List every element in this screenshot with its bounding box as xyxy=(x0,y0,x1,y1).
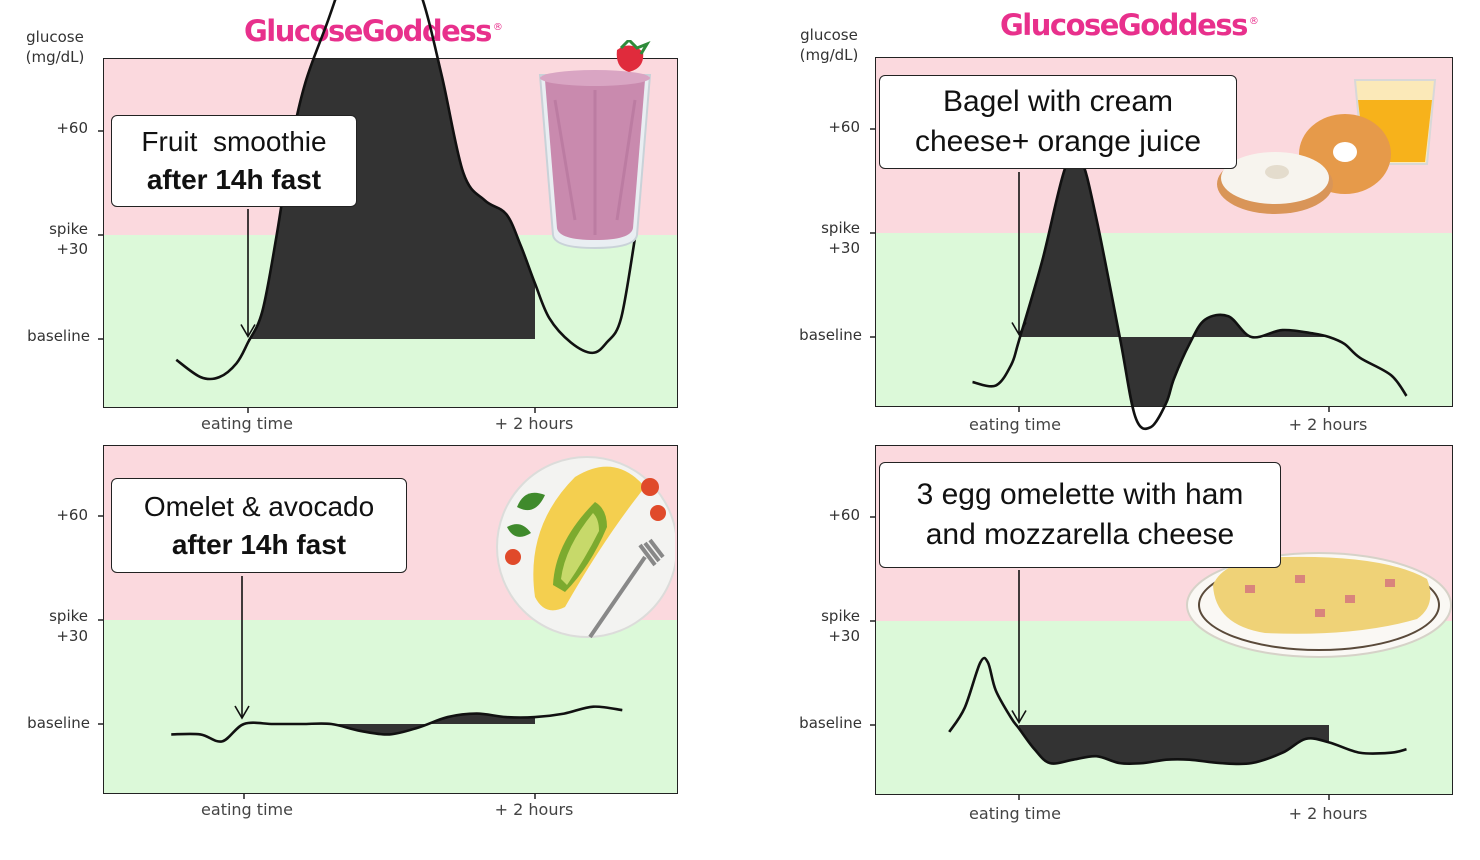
eating-time-arrowhead xyxy=(234,705,250,720)
y-axis-title-line1: glucose xyxy=(800,26,858,44)
brand-text: GlucoseGoddess xyxy=(244,14,492,48)
y-axis-title-line2: (mg/dL) xyxy=(799,46,859,64)
y-tick-spike-label: spike xyxy=(49,220,88,238)
smoothie-glass-icon xyxy=(538,40,652,250)
glucose-line xyxy=(948,656,1407,766)
y-tick-spike-label: spike xyxy=(821,219,860,237)
brand-mark: ® xyxy=(492,22,503,34)
brand-logo-right: GlucoseGoddess ® xyxy=(1000,8,1259,42)
y-tick-60: +60 xyxy=(828,118,860,136)
x-tick-two-hours: + 2 hours xyxy=(1288,415,1368,434)
y-tick-30-label: +30 xyxy=(828,239,860,257)
x-tick-eating-time: eating time xyxy=(201,414,293,433)
y-axis-title: glucose (mg/dL) xyxy=(18,27,92,67)
x-tick-eating-time: eating time xyxy=(969,415,1061,434)
eating-time-arrowhead xyxy=(1011,710,1027,725)
callout-omelet-line2: after 14h fast xyxy=(171,528,347,560)
y-tick-60: +60 xyxy=(56,506,88,524)
y-tick-spike: spike +30 xyxy=(30,219,88,259)
ham-omelette-plate-icon xyxy=(1186,552,1452,658)
callout-ham-line2: and mozzarella cheese xyxy=(925,518,1235,551)
callout-smoothie: Fruit smoothie after 14h fast xyxy=(111,115,357,207)
eating-time-arrowhead xyxy=(240,324,256,339)
y-tick-30-label: +30 xyxy=(56,240,88,258)
y-tick-30-label: +30 xyxy=(828,627,860,645)
glucose-chart-ham-omelette xyxy=(870,445,1453,800)
brand-logo-left: GlucoseGoddess ® xyxy=(244,14,503,48)
y-tick-spike-label: spike xyxy=(49,607,88,625)
y-tick-spike: spike +30 xyxy=(30,606,88,646)
y-tick-baseline: baseline xyxy=(27,714,90,732)
y-tick-baseline: baseline xyxy=(27,327,90,345)
x-tick-two-hours: + 2 hours xyxy=(1288,804,1368,823)
callout-bagel: Bagel with cream cheese+ orange juice xyxy=(879,75,1237,169)
callout-ham-omelette: 3 egg omelette with ham and mozzarella c… xyxy=(879,462,1281,568)
glucose-area xyxy=(1019,725,1329,765)
glucose-line xyxy=(175,0,637,381)
y-axis-title-line1: glucose xyxy=(26,28,84,46)
x-tick-two-hours: + 2 hours xyxy=(494,800,574,819)
omelet-avocado-plate-icon xyxy=(496,456,675,639)
y-axis-title: glucose (mg/dL) xyxy=(792,25,866,65)
glucose-line xyxy=(171,705,623,743)
callout-ham-line1: 3 egg omelette with ham xyxy=(916,478,1244,511)
y-tick-60: +60 xyxy=(828,506,860,524)
callout-omelet-line1: Omelet & avocado xyxy=(143,490,375,522)
glucose-area xyxy=(1019,154,1329,406)
eating-time-arrowhead xyxy=(1011,322,1027,337)
glucose-area xyxy=(244,713,535,735)
bagel-and-juice-icon xyxy=(1217,79,1437,214)
y-tick-spike: spike +30 xyxy=(802,606,860,646)
callout-smoothie-line1: Fruit smoothie xyxy=(141,126,327,157)
x-tick-eating-time: eating time xyxy=(969,804,1061,823)
y-tick-spike: spike +30 xyxy=(802,218,860,258)
brand-text: GlucoseGoddess xyxy=(1000,8,1248,42)
callout-bagel-line1: Bagel with cream xyxy=(942,85,1174,118)
callout-smoothie-line2: after 14h fast xyxy=(146,164,322,195)
chart-svg xyxy=(870,446,1452,800)
y-tick-baseline: baseline xyxy=(799,326,862,344)
y-tick-spike-label: spike xyxy=(821,607,860,625)
callout-omelet-avocado: Omelet & avocado after 14h fast xyxy=(111,478,407,573)
y-tick-60: +60 xyxy=(56,119,88,137)
x-tick-eating-time: eating time xyxy=(201,800,293,819)
x-tick-two-hours: + 2 hours xyxy=(494,414,574,433)
glucose-line xyxy=(972,152,1408,431)
y-tick-30-label: +30 xyxy=(56,627,88,645)
safe-zone xyxy=(104,620,677,793)
y-axis-title-line2: (mg/dL) xyxy=(25,48,85,66)
brand-mark: ® xyxy=(1248,16,1259,28)
callout-bagel-line2: cheese+ orange juice xyxy=(914,125,1202,158)
y-tick-baseline: baseline xyxy=(799,714,862,732)
